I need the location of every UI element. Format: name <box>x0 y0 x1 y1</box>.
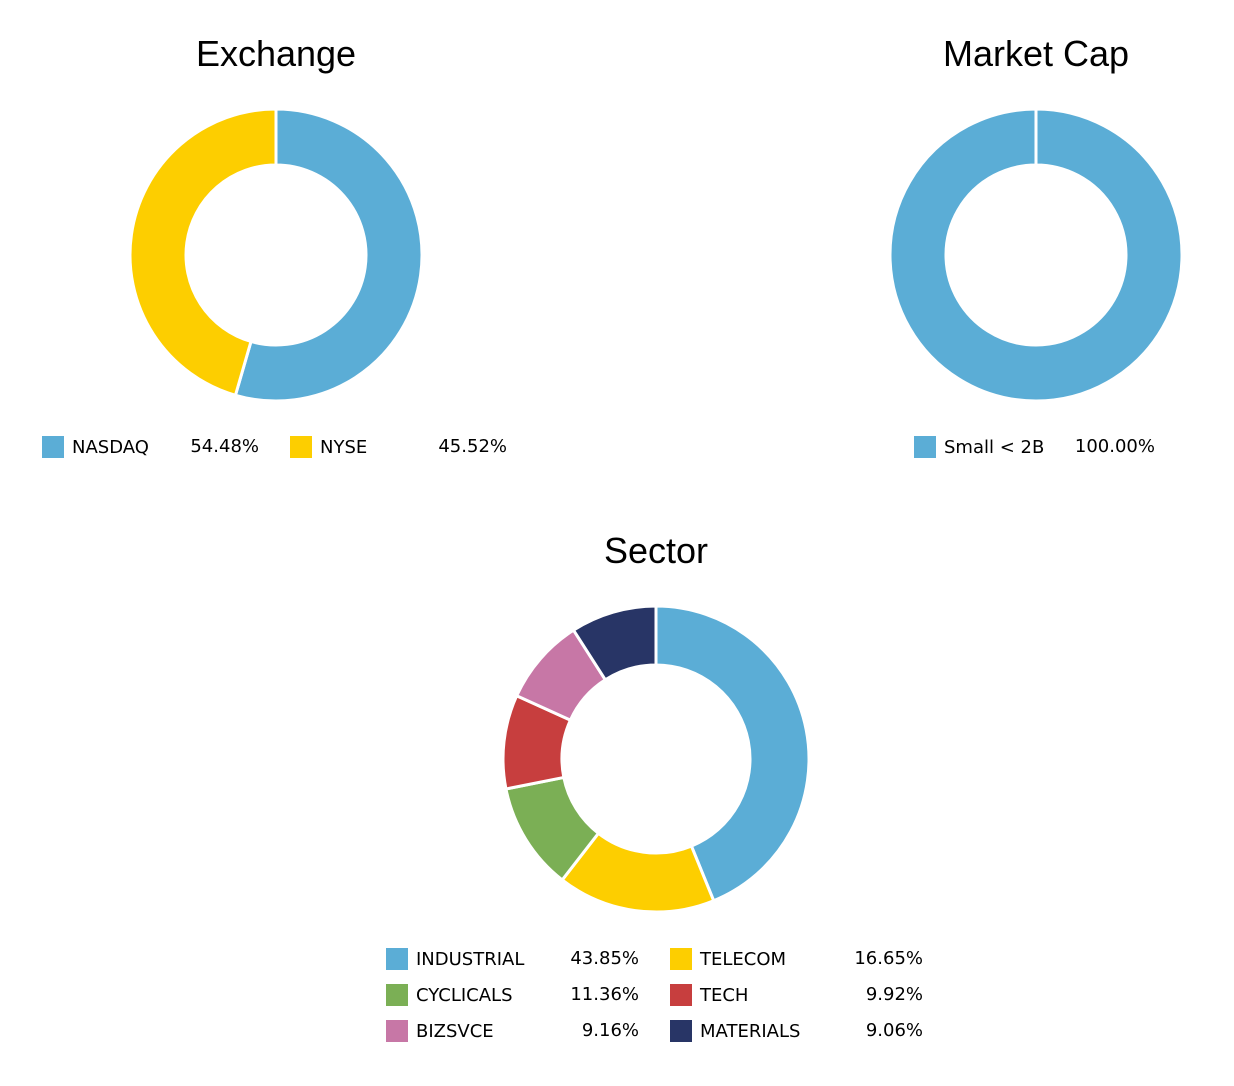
legend-label: INDUSTRIAL <box>416 948 525 970</box>
legend-swatch <box>386 984 408 1006</box>
legend-swatch <box>914 436 936 458</box>
legend-label: BIZSVCE <box>416 1020 494 1042</box>
legend-value: 9.92% <box>865 984 923 1005</box>
legend-label: TELECOM <box>700 948 787 970</box>
sector-donut-chart <box>501 604 811 914</box>
legend-item-cyclicals: CYCLICALS 11.36% <box>386 984 670 1006</box>
slice-nasdaq <box>233 107 424 403</box>
slice-industrial <box>654 604 811 903</box>
market-cap-donut-chart <box>888 107 1184 403</box>
legend-item-small-2b: Small < 2B 100.00% <box>914 436 1174 458</box>
market-cap-legend: Small < 2B 100.00% <box>914 436 1174 466</box>
legend-value: 9.06% <box>865 1020 923 1041</box>
legend-item-tech: TECH 9.92% <box>670 984 954 1006</box>
legend-value: 54.48% <box>190 436 259 457</box>
exchange-legend: NASDAQ 54.48% NYSE 45.52% <box>42 436 522 466</box>
legend-item-nasdaq: NASDAQ 54.48% <box>42 436 290 458</box>
legend-item-telecom: TELECOM 16.65% <box>670 948 954 970</box>
legend-swatch <box>42 436 64 458</box>
sector-chart-title: Sector <box>603 530 709 571</box>
exchange-donut-chart <box>128 107 424 403</box>
legend-item-bizsvce: BIZSVCE 9.16% <box>386 1020 670 1042</box>
legend-label: NASDAQ <box>72 436 149 458</box>
slice-small-2b <box>888 107 1184 403</box>
legend-label: CYCLICALS <box>416 984 513 1006</box>
legend-value: 45.52% <box>438 436 507 457</box>
market-cap-chart-title: Market Cap <box>942 33 1130 74</box>
legend-swatch <box>386 1020 408 1042</box>
legend-item-materials: MATERIALS 9.06% <box>670 1020 954 1042</box>
legend-value: 43.85% <box>570 948 639 969</box>
legend-label: TECH <box>700 984 749 1006</box>
slice-nyse <box>128 107 278 397</box>
legend-value: 11.36% <box>570 984 639 1005</box>
legend-value: 100.00% <box>1074 436 1155 457</box>
legend-label: MATERIALS <box>700 1020 801 1042</box>
legend-item-industrial: INDUSTRIAL 43.85% <box>386 948 670 970</box>
legend-swatch <box>670 984 692 1006</box>
legend-swatch <box>386 948 408 970</box>
sector-legend: INDUSTRIAL 43.85% TELECOM 16.65% CYCLICALS 11… <box>386 948 946 1058</box>
legend-swatch <box>290 436 312 458</box>
legend-value: 16.65% <box>854 948 923 969</box>
slice-materials <box>572 604 658 682</box>
legend-swatch <box>670 948 692 970</box>
exchange-chart-title: Exchange <box>195 33 357 74</box>
legend-label: Small < 2B <box>944 436 1045 458</box>
legend-label: NYSE <box>320 436 368 458</box>
legend-swatch <box>670 1020 692 1042</box>
legend-item-nyse: NYSE 45.52% <box>290 436 538 458</box>
legend-value: 9.16% <box>581 1020 639 1041</box>
